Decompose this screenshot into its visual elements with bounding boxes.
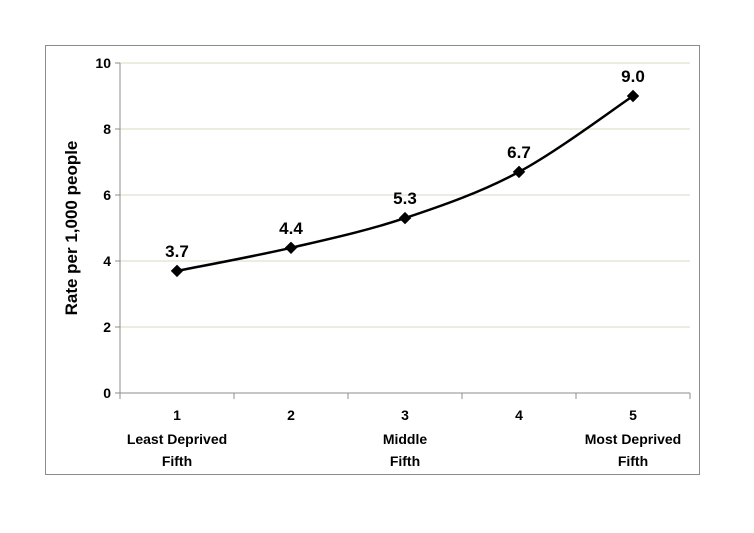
data-point: [284, 241, 298, 255]
series-line: [176, 94, 634, 273]
x-tick-label-number: 2: [287, 407, 295, 423]
data-point: [398, 211, 412, 225]
y-tick-label: 8: [103, 121, 111, 137]
data-labels: 3.7 4.4 5.3 6.7 9.0: [165, 67, 645, 261]
y-tick-label: 0: [103, 385, 111, 401]
y-tick-label: 4: [103, 253, 111, 269]
x-tick-labels: 1 Least Deprived Fifth 2 3 Middle Fifth 4 5 Most …: [127, 407, 681, 469]
y-tick-label: 10: [95, 55, 111, 71]
x-tick-label-number: 3: [401, 407, 409, 423]
x-tick-label-line2: Fifth: [390, 453, 420, 469]
axes: [115, 62, 691, 399]
data-label: 6.7: [507, 143, 531, 162]
data-label: 3.7: [165, 242, 189, 261]
y-tick-labels: 0 2 4 6 8 10: [95, 55, 111, 401]
x-tick-label-line2: Fifth: [162, 453, 192, 469]
x-tick-label-number: 4: [515, 407, 523, 423]
y-axis-label: Rate per 1,000 people: [62, 141, 81, 316]
data-label: 4.4: [279, 219, 303, 238]
y-tick-label: 2: [103, 319, 111, 335]
x-tick-label-line1: Middle: [383, 431, 428, 447]
data-points: [170, 89, 640, 278]
x-tick-label-number: 1: [173, 407, 181, 423]
chart-frame: [45, 45, 700, 475]
data-point: [626, 89, 640, 103]
data-label: 9.0: [621, 67, 645, 86]
data-point: [512, 165, 526, 179]
data-label: 5.3: [393, 189, 417, 208]
gridlines: [120, 62, 690, 328]
x-tick-label-line1: Most Deprived: [585, 431, 681, 447]
x-tick-label-line2: Fifth: [618, 453, 648, 469]
x-tick-label-number: 5: [629, 407, 637, 423]
x-tick-label-line1: Least Deprived: [127, 431, 227, 447]
data-point: [170, 264, 184, 278]
y-tick-label: 6: [103, 187, 111, 203]
